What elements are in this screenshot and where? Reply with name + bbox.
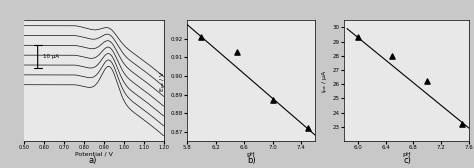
X-axis label: pH: pH [402, 152, 411, 157]
Text: a): a) [88, 156, 97, 165]
Text: b): b) [247, 156, 255, 165]
Point [233, 50, 241, 53]
Point [198, 36, 205, 38]
X-axis label: Potential / V: Potential / V [75, 152, 112, 157]
Point [269, 99, 276, 101]
Point [354, 36, 361, 39]
Point [304, 127, 312, 129]
Text: 10 μA: 10 μA [43, 54, 59, 59]
Point [389, 54, 396, 57]
Text: c): c) [404, 156, 411, 165]
Y-axis label: I$_{pa}$ / μA: I$_{pa}$ / μA [321, 69, 331, 93]
Point [424, 80, 431, 83]
Y-axis label: E$_{pa}$ / V: E$_{pa}$ / V [159, 70, 169, 92]
X-axis label: pH: pH [247, 152, 255, 157]
Point [458, 123, 466, 125]
